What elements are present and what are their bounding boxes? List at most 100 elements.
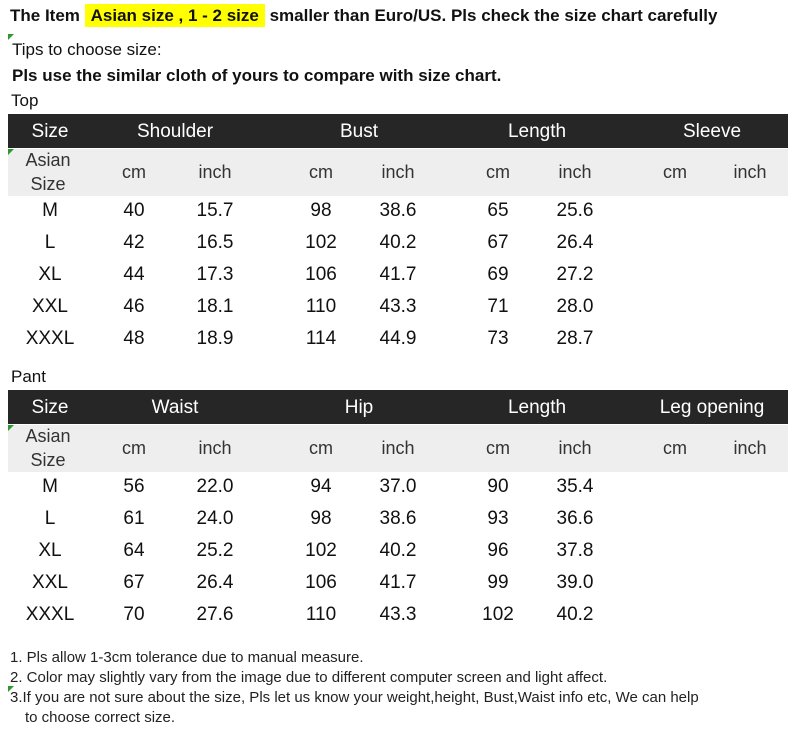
unit-label: cm xyxy=(486,438,510,458)
cell: L xyxy=(44,232,56,253)
cell: 65 xyxy=(487,200,509,221)
cell: 17.3 xyxy=(196,264,234,285)
column-header: Shoulder xyxy=(136,121,214,142)
cell: 67 xyxy=(487,232,509,253)
size-label: Size xyxy=(30,450,66,470)
unit-label: inch xyxy=(733,438,767,458)
size-label: Asian xyxy=(25,150,71,170)
cell: 43.3 xyxy=(379,296,417,317)
cell: 56 xyxy=(123,476,145,497)
cell: 27.6 xyxy=(196,604,234,625)
cell: 40 xyxy=(123,200,145,221)
cell: 26.4 xyxy=(196,572,234,593)
header-bar xyxy=(8,390,788,424)
marker xyxy=(8,34,14,40)
cell: 37.0 xyxy=(379,476,417,497)
cell: XXXL xyxy=(25,328,75,349)
cell: 90 xyxy=(487,476,509,497)
cell: 27.2 xyxy=(556,264,594,285)
cell: 40.2 xyxy=(379,232,417,253)
cell: 96 xyxy=(487,540,509,561)
cell: XXXL xyxy=(25,604,75,625)
cell: XXL xyxy=(32,296,68,317)
cell: 41.7 xyxy=(379,572,417,593)
cell: 46 xyxy=(123,296,145,317)
column-header: Size xyxy=(31,121,69,142)
cell: 69 xyxy=(487,264,509,285)
cell: XL xyxy=(38,540,62,561)
headline: The Item Asian size , 1 - 2 size smaller… xyxy=(10,4,718,27)
unit-label: cm xyxy=(663,162,687,182)
cell: 35.4 xyxy=(556,476,594,497)
unit-label: cm xyxy=(309,162,333,182)
cell: 28.0 xyxy=(556,296,594,317)
note: 3.If you are not sure about the size, Pl… xyxy=(10,689,699,706)
cell: 28.7 xyxy=(556,328,594,349)
cell: 26.4 xyxy=(556,232,594,253)
column-header: Length xyxy=(507,121,567,142)
cell: 40.2 xyxy=(379,540,417,561)
cell: 48 xyxy=(123,328,145,349)
unit-label: inch xyxy=(558,162,592,182)
cell: 67 xyxy=(123,572,145,593)
tips-text: Pls use the similar cloth of yours to co… xyxy=(12,66,502,85)
cell: 73 xyxy=(487,328,509,349)
unit-label: inch xyxy=(198,162,232,182)
cell: 22.0 xyxy=(196,476,234,497)
cell: M xyxy=(42,476,58,497)
note: 2. Color may slightly vary from the imag… xyxy=(10,669,608,686)
cell: 70 xyxy=(123,604,145,625)
unit-label: inch xyxy=(381,162,415,182)
unit-label: inch xyxy=(198,438,232,458)
cell: L xyxy=(44,508,56,529)
cell: 71 xyxy=(487,296,509,317)
marker xyxy=(8,425,14,431)
cell: 37.8 xyxy=(556,540,594,561)
cell: XL xyxy=(38,264,62,285)
headline-prefix: The Item xyxy=(10,6,80,25)
unit-label: cm xyxy=(122,438,146,458)
column-header: Hip xyxy=(344,397,374,418)
cell: 36.6 xyxy=(556,508,594,529)
note: to choose correct size. xyxy=(25,709,176,726)
unit-label: cm xyxy=(309,438,333,458)
cell: 102 xyxy=(305,540,337,561)
unit-row xyxy=(8,149,788,196)
note: 1. Pls allow 1-3cm tolerance due to manu… xyxy=(10,649,364,666)
cell: 110 xyxy=(305,604,337,625)
cell: 102 xyxy=(305,232,337,253)
table-title: Top xyxy=(11,91,39,110)
tips-title: Tips to choose size: xyxy=(12,40,162,59)
cell: 98 xyxy=(310,508,332,529)
column-header: Size xyxy=(31,397,69,418)
cell: 98 xyxy=(310,200,332,221)
cell: 106 xyxy=(305,264,337,285)
column-header: Length xyxy=(507,397,567,418)
cell: 38.6 xyxy=(379,200,417,221)
cell: 25.2 xyxy=(196,540,234,561)
cell: 41.7 xyxy=(379,264,417,285)
column-header: Leg opening xyxy=(659,397,765,418)
cell: 25.6 xyxy=(556,200,594,221)
cell: 61 xyxy=(123,508,145,529)
marker xyxy=(8,149,14,155)
unit-label: inch xyxy=(558,438,592,458)
cell: 44.9 xyxy=(379,328,417,349)
headline-highlight: Asian size , 1 - 2 size xyxy=(84,4,265,27)
cell: 18.9 xyxy=(196,328,234,349)
cell: M xyxy=(42,200,58,221)
size-label: Size xyxy=(30,174,66,194)
cell: 114 xyxy=(305,328,337,349)
cell: 110 xyxy=(305,296,337,317)
headline-suffix: smaller than Euro/US. Pls check the size… xyxy=(269,6,718,25)
cell: 18.1 xyxy=(196,296,234,317)
unit-label: cm xyxy=(122,162,146,182)
unit-label: cm xyxy=(663,438,687,458)
cell: 93 xyxy=(487,508,509,529)
cell: 39.0 xyxy=(556,572,594,593)
cell: 44 xyxy=(123,264,145,285)
cell: 43.3 xyxy=(379,604,417,625)
cell: 42 xyxy=(123,232,145,253)
unit-label: cm xyxy=(486,162,510,182)
